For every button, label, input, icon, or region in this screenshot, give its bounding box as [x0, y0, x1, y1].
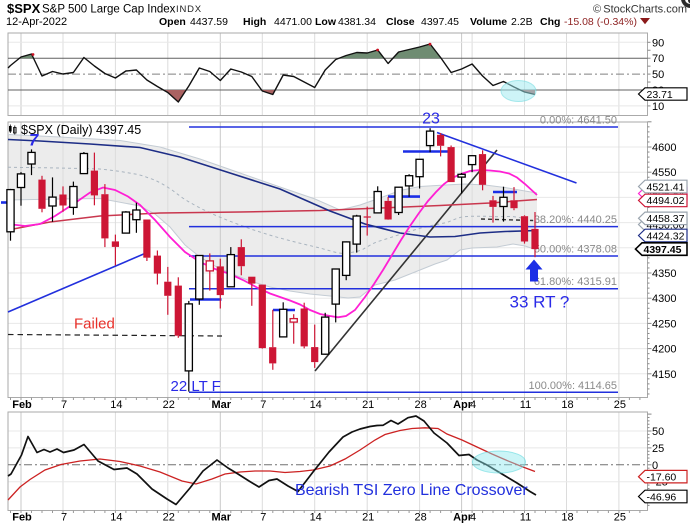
svg-text:0.00%: 4641.50: 0.00%: 4641.50 [540, 115, 617, 127]
svg-text:-17.60: -17.60 [647, 472, 677, 484]
svg-text:-46.96: -46.96 [647, 491, 677, 503]
svg-text:21: 21 [362, 399, 374, 411]
svg-text:21: 21 [362, 512, 374, 524]
svg-text:4471.00: 4471.00 [274, 16, 312, 28]
svg-text:90: 90 [652, 37, 664, 49]
svg-text:38.20%: 4440.25: 38.20%: 4440.25 [534, 214, 617, 226]
svg-text:28: 28 [414, 512, 426, 524]
svg-text:28: 28 [414, 399, 426, 411]
svg-text:High: High [243, 16, 266, 28]
svg-text:4300: 4300 [652, 293, 676, 305]
svg-text:Close: Close [386, 16, 415, 28]
svg-text:61.80%: 4315.91: 61.80%: 4315.91 [534, 276, 617, 288]
svg-text:4250: 4250 [652, 318, 676, 330]
svg-text:Feb: Feb [12, 399, 32, 411]
svg-text:© StockCharts.com: © StockCharts.com [593, 4, 687, 16]
svg-text:Volume: Volume [470, 16, 507, 28]
svg-text:33 RT ?: 33 RT ? [510, 293, 570, 312]
svg-text:50: 50 [652, 426, 664, 438]
svg-text:4397.45: 4397.45 [644, 244, 682, 256]
svg-text:100.00%: 4114.65: 100.00%: 4114.65 [529, 380, 617, 392]
svg-text:7: 7 [260, 399, 266, 411]
svg-text:25: 25 [614, 399, 626, 411]
svg-text:Apr: Apr [453, 399, 473, 411]
svg-text:Chg: Chg [540, 16, 560, 28]
svg-text:Mar: Mar [212, 512, 232, 524]
svg-text:Apr: Apr [453, 512, 473, 524]
svg-text:11: 11 [520, 512, 531, 524]
svg-text:4200: 4200 [652, 344, 676, 356]
svg-text:50: 50 [652, 69, 664, 81]
svg-text:INDX: INDX [176, 4, 202, 15]
svg-text:-15.08 (-0.34%): -15.08 (-0.34%) [564, 16, 637, 28]
svg-text:22 LT F: 22 LT F [171, 378, 221, 395]
svg-text:4494.02: 4494.02 [647, 195, 685, 207]
svg-text:4397.45: 4397.45 [421, 16, 459, 28]
svg-text:7: 7 [61, 399, 67, 411]
svg-text:4: 4 [470, 399, 476, 411]
svg-text:23.71: 23.71 [647, 89, 673, 101]
svg-text:4381.34: 4381.34 [338, 16, 376, 28]
svg-text:70: 70 [652, 53, 664, 65]
svg-text:12-Apr-2022: 12-Apr-2022 [6, 16, 67, 28]
svg-text:4458.37: 4458.37 [647, 213, 685, 225]
svg-text:25: 25 [614, 512, 626, 524]
svg-text:S&P 500 Large Cap Index: S&P 500 Large Cap Index [42, 4, 176, 16]
svg-text:25: 25 [652, 443, 664, 455]
svg-text:23: 23 [422, 111, 440, 128]
svg-text:14: 14 [310, 512, 322, 524]
svg-text:14: 14 [110, 512, 122, 524]
svg-text:2.2B: 2.2B [511, 16, 533, 28]
svg-text:4350: 4350 [652, 268, 676, 280]
svg-text:18: 18 [561, 399, 573, 411]
svg-text:4600: 4600 [652, 142, 676, 154]
svg-text:Open: Open [159, 16, 186, 28]
svg-text:50.00%: 4378.08: 50.00%: 4378.08 [534, 244, 617, 256]
svg-text:22: 22 [163, 512, 175, 524]
svg-text:Low: Low [315, 16, 337, 28]
svg-text:14: 14 [110, 399, 122, 411]
svg-text:7: 7 [260, 512, 266, 524]
svg-text:0: 0 [652, 460, 658, 472]
svg-text:Failed: Failed [74, 316, 115, 333]
svg-text:Bearish TSI Zero Line Crossove: Bearish TSI Zero Line Crossover [295, 482, 528, 499]
svg-text:18: 18 [561, 512, 573, 524]
svg-text:Mar: Mar [212, 399, 232, 411]
svg-text:10: 10 [652, 101, 664, 113]
svg-text:4550: 4550 [652, 167, 676, 179]
svg-text:4424.32: 4424.32 [647, 230, 685, 242]
svg-text:$SPX: $SPX [7, 1, 41, 16]
svg-text:4521.41: 4521.41 [647, 181, 685, 193]
svg-text:22: 22 [163, 399, 175, 411]
svg-text:4437.59: 4437.59 [190, 16, 228, 28]
svg-text:4150: 4150 [652, 369, 676, 381]
svg-text:14: 14 [310, 399, 322, 411]
svg-text:11: 11 [520, 399, 531, 411]
svg-text:$SPX (Daily) 4397.45: $SPX (Daily) 4397.45 [21, 123, 141, 137]
svg-text:7: 7 [61, 512, 67, 524]
svg-text:Feb: Feb [12, 512, 32, 524]
svg-text:4: 4 [470, 512, 476, 524]
svg-text:7: 7 [29, 132, 39, 150]
